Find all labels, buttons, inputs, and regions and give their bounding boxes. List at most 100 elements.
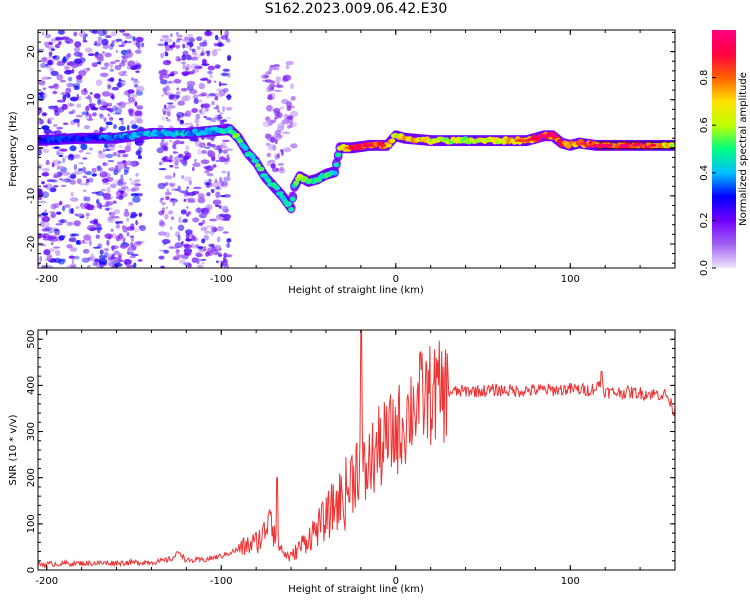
noise-blob-1102 xyxy=(190,243,195,249)
noise-blob-761 xyxy=(223,176,231,182)
noise-blob-382 xyxy=(115,235,121,242)
noise-blob-1087 xyxy=(202,103,211,109)
noise-blob-644 xyxy=(42,235,47,239)
noise-blob-1163 xyxy=(204,170,210,174)
noise-blob-571 xyxy=(119,30,126,33)
noise-blob-955 xyxy=(189,41,194,48)
noise-blob-1126 xyxy=(173,147,177,150)
noise-blob-613 xyxy=(62,122,69,126)
noise-blob-1097 xyxy=(201,238,206,244)
noise-blob-1123 xyxy=(205,30,211,36)
noise-blob-647 xyxy=(53,185,59,188)
noise-blob-901 xyxy=(223,194,231,198)
noise-blob-637 xyxy=(75,206,80,209)
noise-blob-1154 xyxy=(219,119,224,126)
noise-blob-561 xyxy=(47,235,57,240)
noise-blob-911 xyxy=(175,254,184,259)
noise-blob-410 xyxy=(97,98,102,105)
noise-blob-299 xyxy=(74,41,82,48)
noise-blob-885 xyxy=(161,202,166,206)
noise-blob-546 xyxy=(48,41,53,46)
noise-blob-555 xyxy=(134,193,143,197)
noise-blob-266 xyxy=(125,160,134,166)
noise-blob-1088 xyxy=(182,218,188,223)
noise-blob-186 xyxy=(52,159,61,166)
noise-blob-998 xyxy=(162,147,167,150)
colorbar-ticks: 0.0 0.2 0.4 0.6 0.8 xyxy=(699,70,716,276)
noise-blob-830 xyxy=(206,142,212,147)
noise-blob-109 xyxy=(73,163,78,171)
snr-y-tick-label: 100 xyxy=(26,514,37,533)
noise-blob-1266 xyxy=(269,65,276,71)
noise-blob-878 xyxy=(181,95,188,102)
noise-blob-978 xyxy=(192,186,202,190)
noise-blob-554 xyxy=(70,62,79,69)
noise-blob-1043 xyxy=(164,232,171,238)
noise-blob-326 xyxy=(127,96,136,103)
noise-blob-1021 xyxy=(200,159,210,165)
noise-blob-370 xyxy=(54,43,61,49)
noise-blob-672 xyxy=(109,68,115,72)
noise-blob-255 xyxy=(52,90,58,95)
noise-blob-468 xyxy=(77,52,83,58)
noise-blob-1068 xyxy=(169,154,174,160)
noise-blob-247 xyxy=(73,47,81,52)
noise-blob-467 xyxy=(102,105,107,109)
noise-blob-195 xyxy=(68,255,75,259)
noise-blob-396 xyxy=(56,99,66,103)
noise-blob-612 xyxy=(91,191,100,194)
noise-blob-896 xyxy=(204,107,209,112)
noise-blob-395 xyxy=(109,77,115,82)
noise-blob-800 xyxy=(179,140,185,145)
noise-blob-1129 xyxy=(211,49,218,57)
noise-blob-1089 xyxy=(173,150,176,155)
noise-blob-61 xyxy=(45,221,50,228)
noise-blob-719 xyxy=(178,259,186,264)
noise-blob-1049 xyxy=(197,264,204,268)
snr-x-axis-label: Height of straight line (km) xyxy=(288,584,424,595)
noise-blob-262 xyxy=(54,232,58,236)
noise-blob-1093 xyxy=(165,182,169,186)
noise-blob-952 xyxy=(170,33,173,38)
noise-blob-80 xyxy=(118,71,126,76)
noise-blob-817 xyxy=(160,79,168,85)
noise-blob-1269 xyxy=(269,119,277,123)
noise-blob-566 xyxy=(117,153,121,158)
noise-blob-980 xyxy=(177,234,181,242)
noise-blob-1074 xyxy=(199,109,206,116)
noise-blob-33 xyxy=(108,116,114,121)
noise-blob-636 xyxy=(111,216,120,219)
noise-blob-930 xyxy=(181,38,189,43)
noise-blob-922 xyxy=(198,37,203,41)
noise-blob-683 xyxy=(129,255,137,259)
noise-blob-486 xyxy=(54,110,60,116)
noise-blob-228 xyxy=(86,264,91,268)
noise-blob-1107 xyxy=(222,87,229,93)
noise-blob-768 xyxy=(203,165,211,170)
noise-blob-1029 xyxy=(205,251,210,257)
noise-blob-916 xyxy=(224,254,233,258)
noise-blob-1257 xyxy=(269,87,274,92)
noise-blob-568 xyxy=(134,101,138,107)
noise-blob-1161 xyxy=(197,246,204,250)
noise-blob-1086 xyxy=(179,159,186,163)
noise-blob-633 xyxy=(116,102,123,106)
noise-blob-689 xyxy=(117,149,127,154)
noise-blob-866 xyxy=(200,51,205,57)
noise-blob-484 xyxy=(66,62,73,66)
noise-blob-639 xyxy=(129,242,134,247)
noise-blob-570 xyxy=(50,179,59,183)
noise-blob-1036 xyxy=(213,145,218,151)
noise-blob-535 xyxy=(55,36,62,41)
noise-blob-1215 xyxy=(267,144,276,151)
noise-blob-814 xyxy=(185,122,194,125)
noise-blob-913 xyxy=(164,50,167,55)
noise-blob-549 xyxy=(105,153,113,159)
noise-blob-1028 xyxy=(214,95,218,101)
noise-blob-678 xyxy=(119,73,129,77)
noise-blob-471 xyxy=(137,225,144,229)
noise-blob-113 xyxy=(113,124,117,130)
noise-blob-601 xyxy=(94,257,99,265)
noise-blob-140 xyxy=(133,78,139,82)
noise-blob-1082 xyxy=(210,243,215,248)
